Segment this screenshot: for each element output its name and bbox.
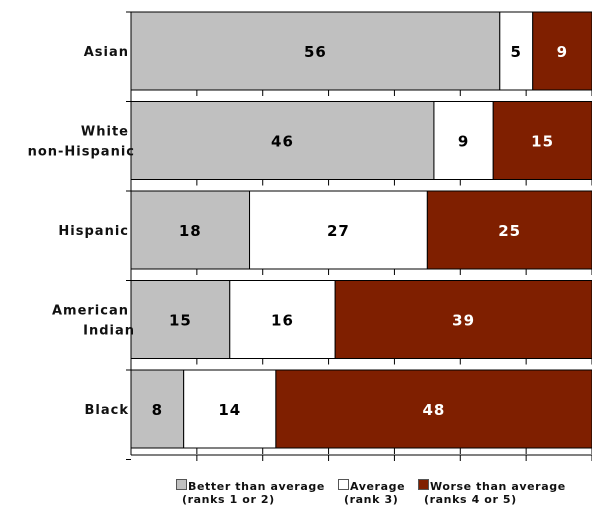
legend-item-average: Average (rank 3) <box>338 479 405 506</box>
data-label: 56 <box>304 43 327 61</box>
bar-segment <box>130 369 185 449</box>
bar-segment <box>229 280 336 359</box>
data-label: 39 <box>452 312 475 330</box>
category-label: Asian <box>84 45 129 60</box>
data-label: 48 <box>423 401 446 419</box>
category-label: American <box>52 304 129 319</box>
data-label: 16 <box>271 312 294 330</box>
data-label: 14 <box>218 401 241 419</box>
data-label: 5 <box>511 43 522 61</box>
legend-label-average: Average <box>350 480 406 493</box>
data-label: 15 <box>531 133 554 151</box>
legend-swatch-better <box>176 479 187 490</box>
data-label: 18 <box>179 222 202 240</box>
bar-segment <box>499 11 534 91</box>
data-label: 25 <box>498 222 521 240</box>
category-label: non-Hispanic <box>28 145 135 160</box>
data-label: 27 <box>327 222 350 240</box>
bar-segment <box>433 101 494 180</box>
legend-sublabel-average: (rank 3) <box>344 493 399 506</box>
bar-segment <box>492 101 592 180</box>
bar-segment <box>249 190 428 270</box>
category-label: Black <box>85 403 130 418</box>
legend-label-worse: Worse than average <box>430 480 566 493</box>
data-label: 8 <box>152 401 163 419</box>
bar-segment <box>532 11 592 91</box>
data-label: 9 <box>557 43 568 61</box>
legend-item-worse: Worse than average (ranks 4 or 5) <box>418 479 566 506</box>
bar-segment <box>426 190 592 270</box>
bar-segment <box>334 280 592 359</box>
legend-swatch-average <box>338 479 349 490</box>
data-label: 15 <box>169 312 192 330</box>
legend-item-better: Better than average (ranks 1 or 2) <box>176 479 325 506</box>
bar-segment <box>130 190 251 270</box>
legend-sublabel-better: (ranks 1 or 2) <box>182 493 275 506</box>
category-label: Hispanic <box>58 224 129 239</box>
data-label: 46 <box>271 133 294 151</box>
legend-sublabel-worse: (ranks 4 or 5) <box>424 493 517 506</box>
bar-segment <box>130 11 501 91</box>
legend-swatch-worse <box>418 479 429 490</box>
category-label: Indian <box>83 324 135 339</box>
category-label: White <box>81 125 129 140</box>
bar-segment <box>183 369 277 449</box>
data-label: 9 <box>458 133 469 151</box>
legend-label-better: Better than average <box>188 480 325 493</box>
bar-segment <box>130 280 231 359</box>
bar-segment <box>275 369 592 449</box>
